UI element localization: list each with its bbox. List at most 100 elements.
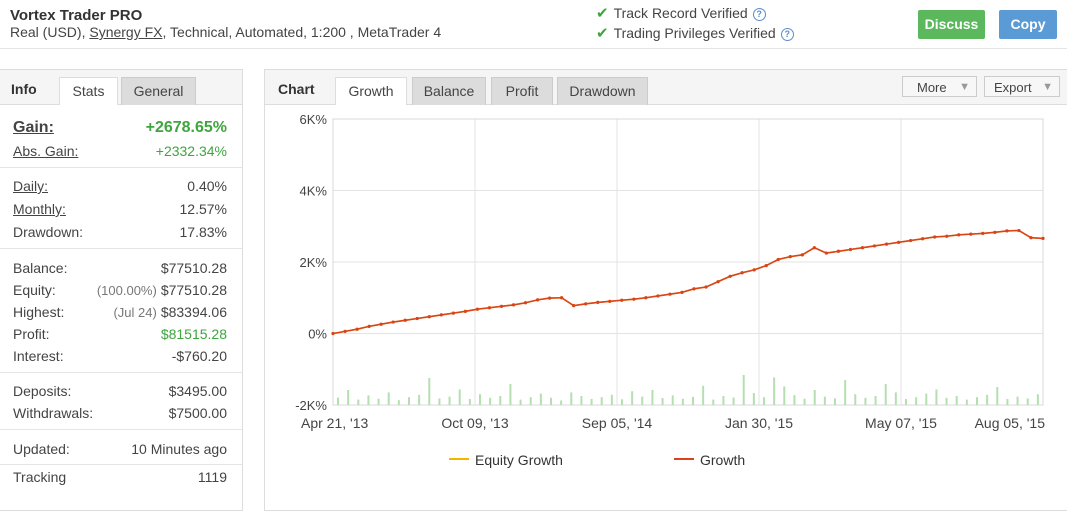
volume-bar xyxy=(408,397,410,405)
volume-bar xyxy=(854,394,857,405)
stat-value: 1119 xyxy=(197,469,227,485)
tab-general[interactable]: General xyxy=(121,77,196,105)
growth-point xyxy=(511,303,516,307)
y-tick-label: -2K% xyxy=(295,398,327,413)
growth-point xyxy=(740,271,744,275)
legend-equity-growth[interactable]: Equity Growth xyxy=(449,452,563,468)
divider xyxy=(0,167,242,168)
legend-growth[interactable]: Growth xyxy=(674,452,745,468)
chart-heading: Chart xyxy=(278,81,315,97)
stat-value: $77510.28 xyxy=(160,282,227,298)
growth-point xyxy=(499,304,504,308)
stat-value-group: (Jul 24) $83394.06 xyxy=(113,304,227,320)
growth-point xyxy=(560,296,564,300)
volume-bar xyxy=(864,397,867,405)
stat-label: Monthly: xyxy=(13,201,66,217)
volume-bar xyxy=(428,378,431,405)
chart-panel: Chart Growth Balance Profit Drawdown Mor… xyxy=(264,69,1067,511)
volume-bar xyxy=(905,399,907,405)
stat-value: $7500.00 xyxy=(168,405,227,421)
volume-bar xyxy=(337,397,339,405)
growth-point xyxy=(884,242,889,246)
subtitle-suffix: , Technical, Automated, 1:200 , MetaTrad… xyxy=(162,24,442,40)
growth-point xyxy=(692,287,696,291)
discuss-button[interactable]: Discuss xyxy=(918,10,985,39)
volume-bar xyxy=(600,397,603,405)
tab-drawdown[interactable]: Drawdown xyxy=(557,77,648,105)
stat-value: +2678.65% xyxy=(145,119,227,136)
stat-label: Daily: xyxy=(13,178,49,194)
legend-label: Growth xyxy=(700,452,746,468)
trading-privileges-verified: ✔ Trading Privileges Verified? xyxy=(596,24,794,42)
growth-point xyxy=(1005,229,1009,233)
stat-label: Profit: xyxy=(13,326,50,342)
system-title: Vortex Trader PRO xyxy=(10,7,143,24)
x-tick-label: May 07, '15 xyxy=(865,415,937,431)
checkmark-icon: ✔ xyxy=(596,25,609,42)
stat-value: 10 Minutes ago xyxy=(131,441,227,457)
volume-bar xyxy=(1016,396,1019,405)
growth-point xyxy=(993,230,997,234)
growth-point xyxy=(704,285,708,289)
stat-value: 12.57% xyxy=(179,201,227,217)
tab-growth[interactable]: Growth xyxy=(335,77,407,105)
broker-link[interactable]: Synergy FX xyxy=(89,24,163,40)
volume-bar xyxy=(489,397,492,405)
info-panel: Info Stats General Gain: +2678.65% Abs. … xyxy=(0,69,243,511)
help-icon[interactable]: ? xyxy=(752,7,766,21)
volume-bar xyxy=(418,394,421,405)
growth-point xyxy=(776,257,780,262)
volume-bar xyxy=(1036,394,1039,405)
volume-bar xyxy=(976,397,978,405)
volume-bar xyxy=(752,393,755,405)
stat-value: 0.40% xyxy=(187,178,227,194)
plot-area xyxy=(332,118,1044,406)
export-dropdown[interactable]: Export ▼ xyxy=(984,76,1060,97)
growth-point xyxy=(969,232,973,236)
growth-point xyxy=(379,322,383,326)
growth-point xyxy=(572,304,576,308)
stat-value: +2332.34% xyxy=(155,143,227,159)
growth-point xyxy=(921,237,925,241)
chart-tabbar: Chart Growth Balance Profit Drawdown Mor… xyxy=(265,70,1067,105)
more-dropdown[interactable]: More ▼ xyxy=(902,76,977,97)
volume-bar xyxy=(732,397,735,405)
volume-bar xyxy=(519,399,522,405)
volume-bar xyxy=(357,399,360,405)
tab-balance[interactable]: Balance xyxy=(412,77,486,105)
account-header: Vortex Trader PRO Real (USD), Synergy FX… xyxy=(0,0,1067,49)
volume-bar xyxy=(560,400,563,405)
y-tick-label: 0% xyxy=(308,327,327,342)
volume-bar xyxy=(935,389,938,405)
growth-point xyxy=(752,268,756,272)
divider xyxy=(0,464,242,465)
y-tick-label: 4K% xyxy=(300,184,328,199)
volume-bar xyxy=(397,400,400,405)
legend-label: Equity Growth xyxy=(475,452,563,468)
help-icon[interactable]: ? xyxy=(780,27,794,41)
volume-bar xyxy=(773,377,776,405)
volume-bar xyxy=(448,396,451,405)
stat-label: Abs. Gain: xyxy=(13,143,79,159)
volume-bar xyxy=(468,399,471,405)
growth-point xyxy=(331,331,335,336)
volume-bar xyxy=(702,385,705,405)
stat-label: Deposits: xyxy=(13,383,72,399)
volume-bar xyxy=(479,394,481,405)
volume-bar xyxy=(925,393,928,405)
tab-profit[interactable]: Profit xyxy=(491,77,553,105)
growth-point xyxy=(1017,228,1021,233)
growth-point xyxy=(343,329,347,333)
volume-bar xyxy=(793,395,796,405)
volume-bar xyxy=(681,398,684,405)
x-tick-label: Sep 05, '14 xyxy=(582,415,653,431)
track-record-verified: ✔ Track Record Verified? xyxy=(596,4,766,22)
volume-bar xyxy=(1026,398,1029,405)
volume-bar xyxy=(570,392,573,405)
volume-bar xyxy=(438,398,441,405)
volume-bar xyxy=(894,392,897,405)
volume-bar xyxy=(803,398,806,405)
copy-button[interactable]: Copy xyxy=(999,10,1057,39)
tab-stats[interactable]: Stats xyxy=(59,77,118,105)
volume-bar xyxy=(641,396,644,405)
